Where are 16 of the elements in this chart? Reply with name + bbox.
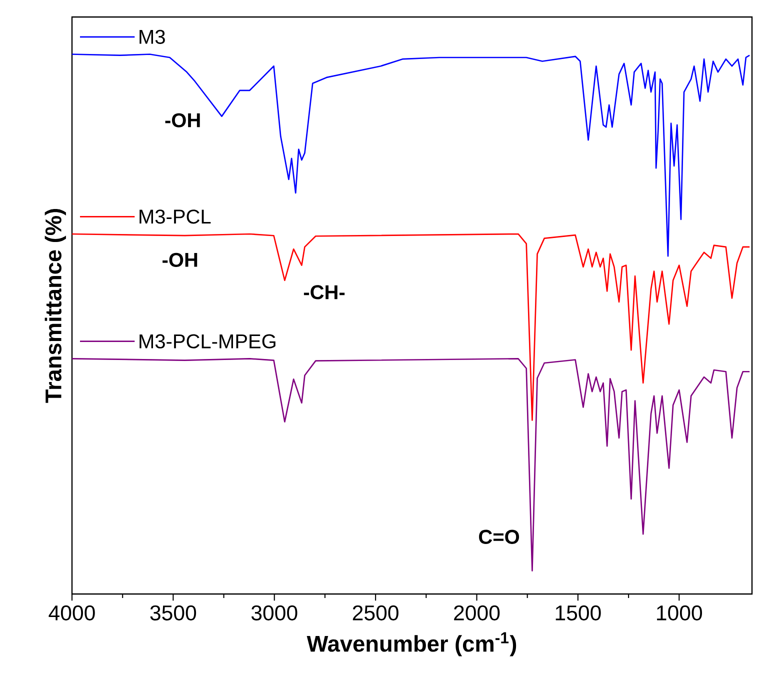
x-axis-title: Wavenumber (cm$^{-1}$) — [306, 632, 516, 656]
legend-label: M3-PCL — [140, 210, 211, 224]
x-tick-label: 4000 — [48, 605, 95, 620]
annotation: -OH — [162, 252, 198, 267]
y-axis-title: Transmittance (%) — [44, 209, 66, 403]
annotation: -OH — [165, 113, 200, 128]
legend-label: M3 — [140, 30, 165, 44]
x-tick-label: 1500 — [556, 605, 601, 620]
x-tick-label: 3000 — [251, 605, 298, 620]
x-tick-label: 1000 — [657, 605, 702, 620]
legend-label: M3-PCL-MPEG — [140, 334, 276, 348]
annotation: -CH- — [304, 285, 345, 300]
x-tick-label: 2500 — [352, 605, 398, 620]
x-tick-label: 2000 — [454, 605, 500, 620]
annotation: C=O — [479, 530, 520, 544]
x-tick-label: 3500 — [150, 605, 196, 620]
